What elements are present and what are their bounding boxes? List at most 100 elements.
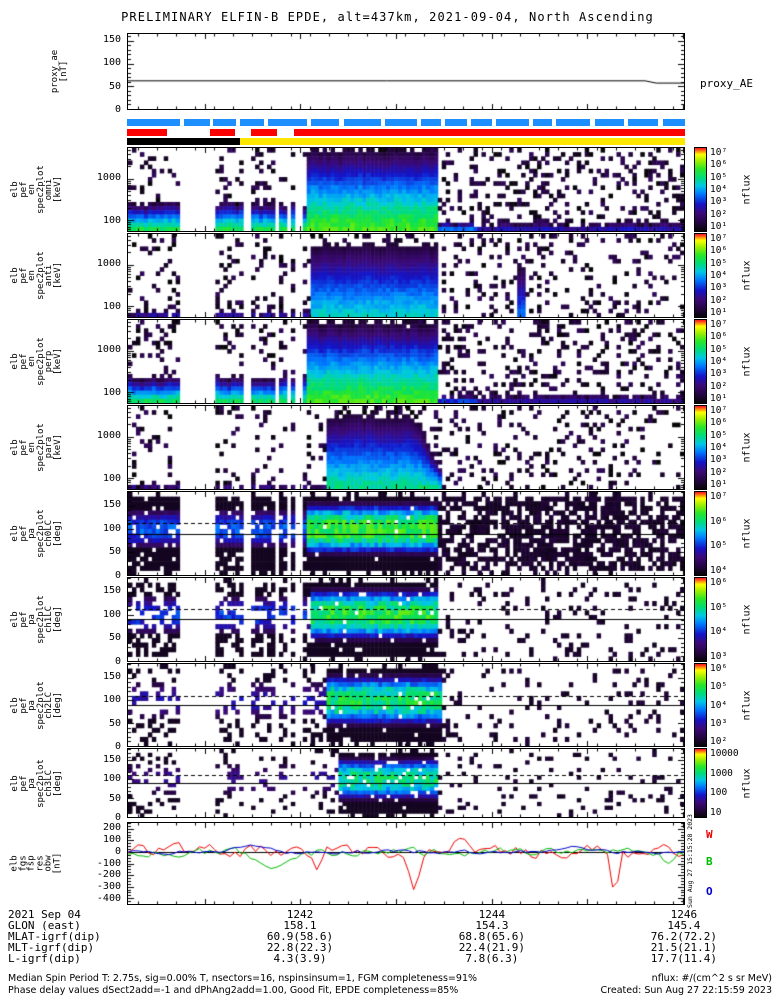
proxy-ae-panel-canvas (128, 34, 684, 109)
colorbar-tick-label: 10⁴ (710, 626, 728, 638)
ylabel-fgm-text: elb fgs fsp res obw [nT] (9, 852, 63, 875)
spec-ytick: 1000 (96, 344, 121, 356)
axis-row-value: 4.3(3.9) (273, 952, 327, 965)
spec-ytick: 0 (114, 656, 121, 667)
spectrogram-para (127, 405, 685, 490)
colorbar-ch3LC (694, 748, 707, 818)
spec-ytick: 50 (108, 792, 121, 804)
blue-flag-bar-segment (556, 119, 591, 126)
spec-ytick: 100 (102, 300, 121, 312)
colorbar-ch1LC (694, 577, 707, 662)
colorbar-title-ch1LC: nflux (738, 577, 756, 662)
ylabel-para: elb pef en spec2plot para [keV] (8, 405, 64, 490)
fgm-residual-panel (127, 822, 685, 905)
axis-row-value: 22.4(21.9) (458, 941, 526, 954)
series-label-B: B (706, 855, 713, 868)
nflux-label: nflux (741, 346, 753, 377)
line-ytick: -300 (96, 881, 121, 893)
colorbar-tick-label: 1000 (710, 767, 733, 779)
colorbar-tick-label: 10⁶ (710, 331, 728, 343)
spectrogram-ch3LC-canvas (128, 749, 684, 817)
colorbar-tick-label: 10⁵ (710, 171, 728, 183)
mode-bar-segment (240, 138, 685, 145)
proxy-ylabel: proxy_ae [nT] (40, 33, 80, 110)
spectrogram-ch1LC-canvas (128, 578, 684, 661)
line-ytick: -100 (96, 857, 121, 869)
axis-row-value: 145.4 (667, 919, 701, 932)
colorbar-tick-label: 10² (710, 466, 728, 478)
colorbar-perp-canvas (695, 320, 706, 403)
colorbar-tick-label: 10⁶ (710, 245, 728, 257)
colorbar-tick-label: 10² (710, 208, 728, 220)
blue-flag-bar-segment (267, 119, 308, 126)
blue-flag-bar-segment (444, 119, 468, 126)
spec-ytick: 50 (108, 717, 121, 729)
spectrogram-perp (127, 319, 685, 404)
spectrogram-anti-canvas (128, 234, 684, 317)
proxy-ytick: 100 (102, 57, 121, 69)
colorbar-tick-label: 10⁴ (710, 565, 728, 576)
spec-ytick: 1000 (96, 258, 121, 270)
spec-ytick: 1000 (96, 430, 121, 442)
series-label-O: O (706, 885, 713, 898)
spec-ytick: 150 (102, 499, 121, 511)
colorbar-tick-label: 10⁶ (710, 417, 728, 429)
colorbar-tick-label: 10⁵ (710, 681, 728, 693)
nflux-label: nflux (741, 518, 753, 549)
blue-flag-bar-segment (311, 119, 340, 126)
ylabel-ch2LC-text: elb pef pa spec2plot ch2LC [deg] (9, 680, 63, 730)
blue-flag-bar-segment (662, 119, 685, 126)
line-ytick: 200 (102, 821, 121, 833)
series-label-W: W (706, 828, 713, 841)
axis-row-value: 7.8(6.3) (465, 952, 519, 965)
spectrogram-ch2LC (127, 663, 685, 747)
colorbar-tick-label: 10² (710, 736, 728, 747)
spec-ytick: 50 (108, 632, 121, 644)
line-ytick: 0 (114, 845, 121, 857)
blue-flag-bar-segment (127, 119, 180, 126)
nflux-label: nflux (741, 174, 753, 205)
ylabel-anti: elb pef en spec2plot anti [keV] (8, 233, 64, 318)
spec-ytick: 150 (102, 671, 121, 682)
colorbar-anti (694, 233, 707, 318)
colorbar-tick-label: 10⁷ (710, 405, 728, 416)
nflux-label: nflux (741, 689, 753, 721)
ylabel-perp: elb pef en spec2plot perp [keV] (8, 319, 64, 404)
spec-ytick: 150 (102, 753, 121, 765)
spec-ytick: 100 (102, 472, 121, 484)
footer-line1: Median Spin Period T: 2.75s, sig=0.00% T… (8, 973, 478, 984)
colorbar-tick-label: 10⁴ (710, 442, 728, 453)
ylabel-anti-text: elb pef en spec2plot anti [keV] (9, 251, 63, 300)
colorbar-tick-label: 10⁴ (710, 184, 728, 195)
colorbar-tick-label: 10⁷ (710, 319, 728, 330)
blue-flag-bar-segment (471, 119, 493, 126)
axis-row-value: 17.7(11.4) (650, 952, 717, 965)
line-ytick: -200 (96, 869, 121, 881)
plot-title: PRELIMINARY ELFIN-B EPDE, alt=437km, 202… (121, 10, 654, 24)
colorbar-tick-label: 10³ (710, 196, 728, 208)
ylabel-fgm: elb fgs fsp res obw [nT] (8, 822, 64, 905)
colorbar-tick-label: 10⁴ (710, 356, 728, 367)
colorbar-tick-label: 10¹ (710, 221, 728, 232)
footer-units: nflux: #/(cm^2 s sr MeV) (651, 973, 772, 984)
proxy-ylabel-text: proxy_ae [nT] (50, 49, 70, 94)
colorbar-ch3LC-canvas (695, 749, 706, 817)
ylabel-para-text: elb pef en spec2plot para [keV] (9, 423, 63, 472)
blue-flag-bar-segment (421, 119, 441, 126)
spec-ytick: 150 (102, 585, 121, 597)
footer-line2: Phase delay values dSect2add=-1 and dPhA… (8, 985, 459, 996)
proxy-ytick: 50 (108, 80, 121, 92)
ylabel-ch3LC: elb pef pa spec2plot ch3LC [deg] (8, 748, 64, 818)
colorbar-title-ch2LC: nflux (738, 663, 756, 747)
blue-flag-bar-segment (343, 119, 381, 126)
axis-row-label: L-igrf(dip) (8, 952, 81, 965)
spec-ytick: 100 (102, 773, 121, 785)
nflux-label: nflux (741, 432, 753, 463)
proxy-ae-panel (127, 33, 685, 110)
colorbar-para-canvas (695, 406, 706, 489)
colorbar-tick-label: 10⁷ (710, 233, 728, 244)
colorbar-tick-label: 10¹ (710, 479, 728, 490)
colorbar-tick-label: 10⁶ (710, 663, 728, 674)
colorbar-title-para: nflux (738, 405, 756, 490)
spec-ytick: 0 (114, 570, 121, 581)
